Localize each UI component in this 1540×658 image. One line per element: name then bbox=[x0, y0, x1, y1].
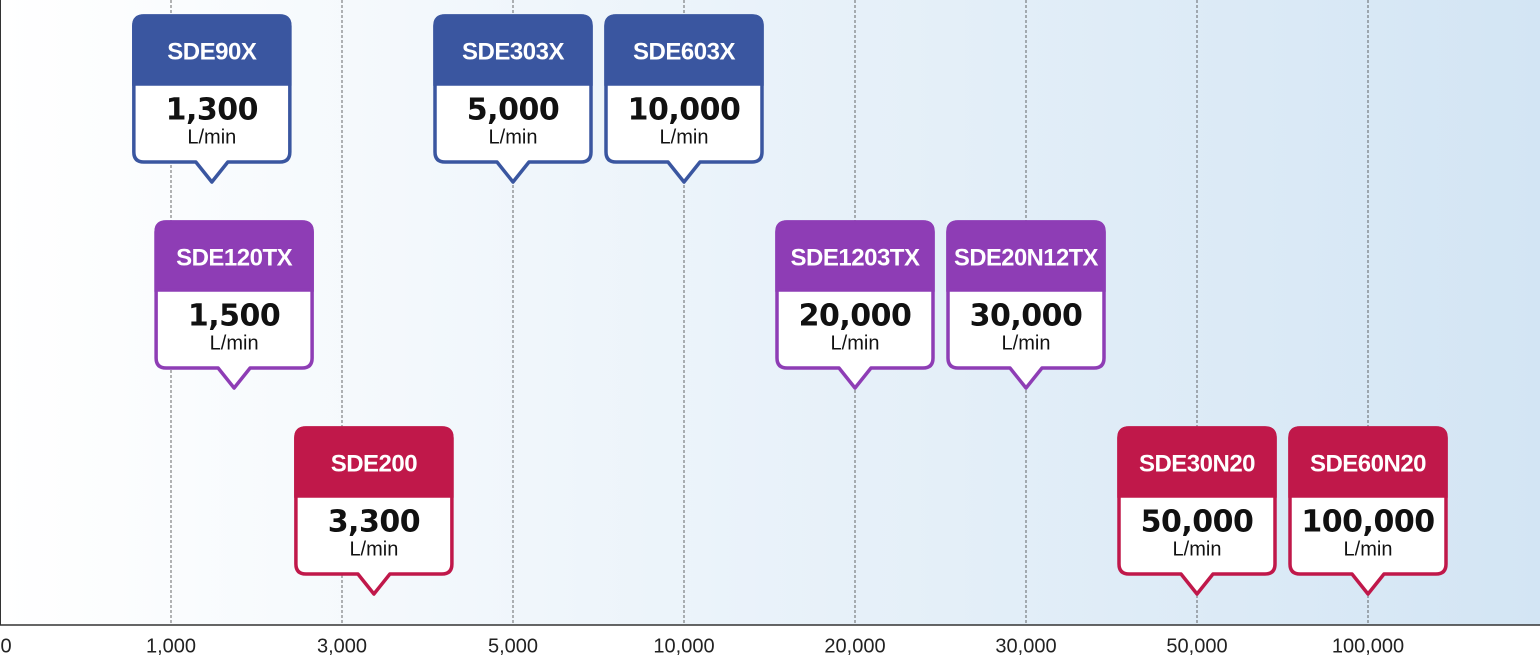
flow-unit: L/min bbox=[1002, 332, 1051, 354]
callout-header bbox=[294, 426, 454, 498]
x-tick-label: 50,000 bbox=[1166, 635, 1227, 657]
x-tick-label: 3,000 bbox=[317, 635, 367, 657]
flow-unit: L/min bbox=[831, 332, 880, 354]
flow-value: 5,000 bbox=[467, 93, 559, 128]
flow-value: 10,000 bbox=[628, 93, 741, 128]
x-tick-label: 1,000 bbox=[146, 635, 196, 657]
callout-header bbox=[132, 14, 292, 86]
flow-unit: L/min bbox=[1173, 538, 1222, 560]
flow-value: 1,500 bbox=[188, 299, 280, 334]
x-tick-label: 20,000 bbox=[824, 635, 885, 657]
callout-header bbox=[1288, 426, 1448, 498]
model-name: SDE1203TX bbox=[791, 244, 920, 271]
flow-value: 1,300 bbox=[166, 93, 258, 128]
x-tick-label: 5,000 bbox=[488, 635, 538, 657]
flow-value: 50,000 bbox=[1141, 505, 1254, 540]
x-tick-label: 30,000 bbox=[995, 635, 1056, 657]
x-tick-label: 0 bbox=[0, 635, 11, 657]
callout-header bbox=[433, 14, 593, 86]
x-tick-label: 10,000 bbox=[653, 635, 714, 657]
model-name: SDE200 bbox=[331, 450, 418, 477]
model-name: SDE30N20 bbox=[1139, 450, 1255, 477]
callout-header bbox=[775, 220, 935, 292]
model-name: SDE120TX bbox=[176, 244, 293, 271]
model-name: SDE60N20 bbox=[1310, 450, 1426, 477]
model-name: SDE90X bbox=[167, 38, 257, 65]
flow-unit: L/min bbox=[187, 126, 236, 148]
model-name: SDE20N12TX bbox=[954, 244, 1098, 271]
callout-header bbox=[946, 220, 1106, 292]
x-tick-label: 100,000 bbox=[1332, 635, 1404, 657]
callout-header bbox=[154, 220, 314, 292]
flow-unit: L/min bbox=[1344, 538, 1393, 560]
model-name: SDE303X bbox=[462, 38, 564, 65]
flow-value: 100,000 bbox=[1301, 505, 1434, 540]
flow-value: 3,300 bbox=[328, 505, 420, 540]
flow-unit: L/min bbox=[349, 538, 398, 560]
flow-value: 30,000 bbox=[970, 299, 1083, 334]
callout-header bbox=[604, 14, 764, 86]
flow-unit: L/min bbox=[489, 126, 538, 148]
flow-unit: L/min bbox=[660, 126, 709, 148]
flow-value: 20,000 bbox=[799, 299, 912, 334]
flow-unit: L/min bbox=[210, 332, 259, 354]
callout-header bbox=[1117, 426, 1277, 498]
model-name: SDE603X bbox=[633, 38, 735, 65]
